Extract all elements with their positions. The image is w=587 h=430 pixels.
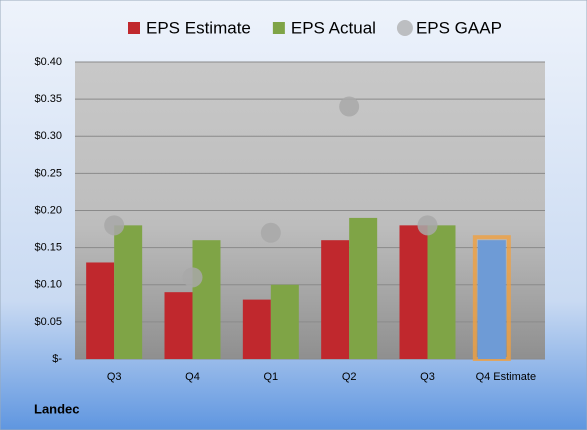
- y-tick-label: $0.15: [34, 242, 62, 254]
- x-tick-label: Q4: [185, 371, 200, 383]
- bar: [192, 240, 221, 359]
- y-tick-label: $0.25: [34, 167, 62, 179]
- company-label: Landec: [34, 401, 80, 416]
- bar: [242, 299, 271, 359]
- dot: [417, 215, 438, 236]
- legend-label: EPS Actual: [291, 18, 376, 37]
- bar: [349, 217, 378, 359]
- dot: [182, 267, 203, 288]
- legend-label: EPS GAAP: [416, 18, 502, 37]
- bar: [321, 240, 350, 359]
- dot: [339, 96, 360, 117]
- bar: [427, 225, 456, 359]
- legend-swatch: [272, 22, 285, 34]
- y-tick-label: $0.10: [34, 279, 62, 291]
- y-tick-label: $0.05: [34, 316, 62, 328]
- y-tick-label: $0.35: [34, 93, 62, 105]
- legend-swatch: [128, 22, 140, 34]
- dot: [104, 215, 125, 236]
- bar: [164, 292, 193, 359]
- x-tick-label: Q4 Estimate: [476, 371, 537, 383]
- legend-label: EPS Estimate: [146, 18, 251, 37]
- x-tick-label: Q3: [420, 371, 435, 383]
- legend-swatch: [396, 20, 413, 36]
- y-tick-label: $-: [52, 353, 62, 365]
- x-tick-label: Q1: [263, 371, 278, 383]
- bar: [114, 225, 143, 359]
- x-tick-label: Q3: [107, 371, 122, 383]
- dot: [260, 222, 281, 243]
- y-tick-label: $0.20: [34, 204, 62, 216]
- y-tick-label: $0.30: [34, 130, 62, 142]
- bar: [477, 240, 506, 359]
- y-tick-label: $0.40: [34, 56, 62, 68]
- bar: [399, 225, 428, 359]
- bar: [270, 284, 299, 359]
- bar: [86, 262, 115, 359]
- x-tick-label: Q2: [342, 371, 357, 383]
